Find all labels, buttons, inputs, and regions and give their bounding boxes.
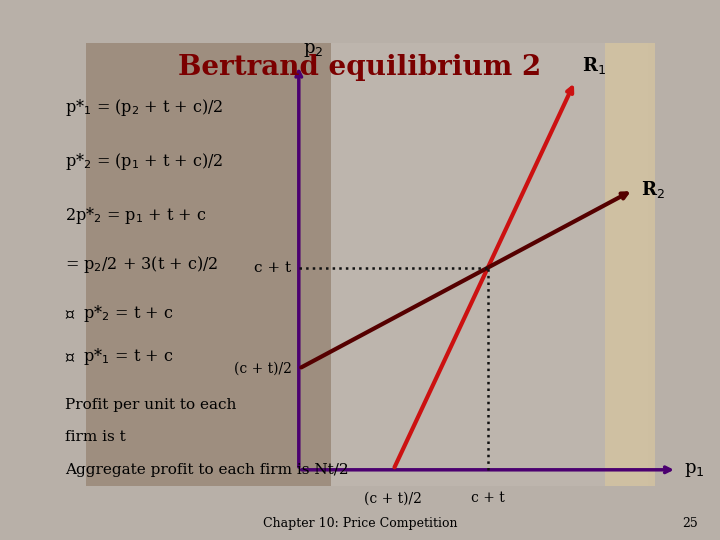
Text: Profit per unit to each: Profit per unit to each xyxy=(65,398,236,412)
Text: Chapter 10: Price Competition: Chapter 10: Price Competition xyxy=(263,517,457,530)
FancyBboxPatch shape xyxy=(50,27,670,502)
FancyBboxPatch shape xyxy=(331,43,648,486)
FancyBboxPatch shape xyxy=(86,43,331,486)
Text: 25: 25 xyxy=(683,517,698,530)
FancyBboxPatch shape xyxy=(605,43,655,486)
Text: p$_1$: p$_1$ xyxy=(684,461,705,479)
Text: Bertrand equilibrium 2: Bertrand equilibrium 2 xyxy=(179,54,541,81)
Text: firm is t: firm is t xyxy=(65,430,125,444)
Text: c + t: c + t xyxy=(471,491,505,505)
Text: p*$_2$ = (p$_1$ + t + c)/2: p*$_2$ = (p$_1$ + t + c)/2 xyxy=(65,152,223,172)
Text: (c + t)/2: (c + t)/2 xyxy=(364,491,422,505)
Text: p*$_1$ = (p$_2$ + t + c)/2: p*$_1$ = (p$_2$ + t + c)/2 xyxy=(65,98,223,118)
Text: 2p*$_2$ = p$_1$ + t + c: 2p*$_2$ = p$_1$ + t + c xyxy=(65,206,207,226)
Text: Aggregate profit to each firm is Nt/2: Aggregate profit to each firm is Nt/2 xyxy=(65,463,348,477)
Text: ∴  p*$_1$ = t + c: ∴ p*$_1$ = t + c xyxy=(65,346,173,367)
Text: p$_2$: p$_2$ xyxy=(303,42,323,59)
Text: c + t: c + t xyxy=(254,261,292,275)
Text: (c + t)/2: (c + t)/2 xyxy=(234,362,292,376)
Text: = p$_2$/2 + 3(t + c)/2: = p$_2$/2 + 3(t + c)/2 xyxy=(65,254,218,275)
Text: R$_2$: R$_2$ xyxy=(641,179,665,200)
Text: ∴  p*$_2$ = t + c: ∴ p*$_2$ = t + c xyxy=(65,303,173,323)
Text: R$_1$: R$_1$ xyxy=(582,55,606,76)
